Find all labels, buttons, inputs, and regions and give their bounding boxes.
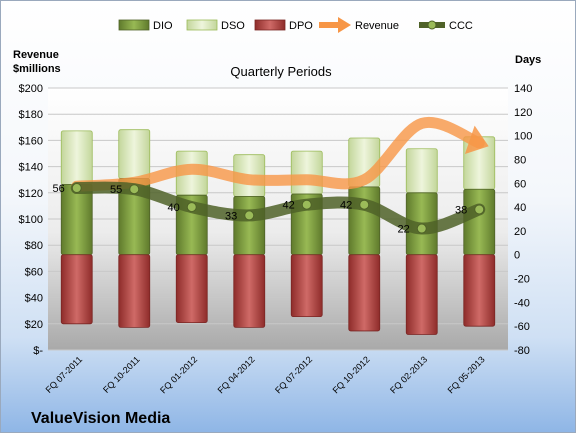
x-tick-label: FQ 04-2012 <box>216 354 257 395</box>
right-tick-label: 140 <box>514 83 532 95</box>
right-tick-label: -80 <box>514 345 530 357</box>
legend-swatch <box>254 19 286 31</box>
lines: 56 55 40 33 42 42 22 38 <box>53 116 489 236</box>
ccc-data-label: 33 <box>225 210 237 222</box>
left-axis-ticks: $- $20 $40 $60 $80 $100 $120 $140 $160 $180 $200 <box>19 83 44 357</box>
ccc-data-label: 42 <box>283 200 295 212</box>
bar-dpo <box>290 254 323 318</box>
bar-dpo <box>405 254 438 335</box>
bar-dso <box>118 129 151 179</box>
left-tick-label: $20 <box>25 319 43 331</box>
legend-swatch <box>186 19 218 31</box>
left-tick-label: $60 <box>25 266 43 278</box>
left-tick-label: $140 <box>19 162 43 174</box>
ccc-data-label: 42 <box>340 200 352 212</box>
ccc-point <box>244 210 255 221</box>
left-tick-label: $180 <box>19 109 43 121</box>
right-tick-label: 20 <box>514 226 526 238</box>
bar-dpo <box>233 254 266 328</box>
legend-label: CCC <box>449 20 473 32</box>
x-tick-label: FQ 10-2012 <box>331 354 372 395</box>
left-tick-label: $80 <box>25 240 43 252</box>
right-axis-ticks: -80 -60 -40 -20 0 20 40 60 80 100 120 140 <box>514 83 532 357</box>
x-tick-label: FQ 07-2012 <box>273 354 314 395</box>
ccc-point <box>186 202 197 213</box>
bar-dio <box>348 186 381 256</box>
bar-dpo <box>463 254 496 327</box>
legend-item-ccc: CCC <box>419 20 473 32</box>
right-tick-label: 120 <box>514 107 532 119</box>
legend-item-revenue: Revenue <box>319 17 399 33</box>
legend-item-dpo: DPO <box>254 19 313 32</box>
company-name: ValueVision Media <box>31 410 170 427</box>
legend-item-dio: DIO <box>118 19 173 32</box>
ccc-data-label: 38 <box>455 204 467 216</box>
ccc-data-label: 56 <box>53 183 65 195</box>
legend: DIO DSO DPO Revenue CCC <box>118 17 473 33</box>
right-tick-label: 0 <box>514 250 520 262</box>
revenue-line <box>71 116 485 192</box>
legend-label: DIO <box>153 20 173 32</box>
left-tick-label: $40 <box>25 293 43 305</box>
x-tick-label: FQ 02-2013 <box>388 354 429 395</box>
ccc-line <box>70 181 486 235</box>
legend-swatch-marker <box>427 20 437 30</box>
ccc-point <box>301 199 312 210</box>
chart-title: Quarterly Periods <box>230 64 332 79</box>
left-tick-label: $200 <box>19 83 43 95</box>
right-tick-label: -20 <box>514 274 530 286</box>
bar-dio <box>463 188 496 256</box>
left-tick-label: $160 <box>19 135 43 147</box>
left-axis-title-line2: $millions <box>13 63 61 75</box>
bar-dpo <box>60 254 93 325</box>
left-tick-label: $120 <box>19 188 43 200</box>
left-axis-title-line1: Revenue <box>13 49 59 61</box>
left-axis-title: Revenue $millions <box>13 49 61 75</box>
bar-dpo <box>175 254 208 324</box>
legend-label: DPO <box>289 20 313 32</box>
bar-dso <box>405 148 438 194</box>
legend-label: DSO <box>221 20 245 32</box>
x-axis-ticks: FQ 07-2011 FQ 10-2011 FQ 01-2012 FQ 04-2012… <box>44 354 487 395</box>
right-tick-label: -60 <box>514 321 530 333</box>
x-tick-label: FQ 07-2011 <box>44 354 85 395</box>
bar-dpo <box>348 254 381 332</box>
revenue-arrowhead <box>464 125 489 154</box>
right-tick-label: 40 <box>514 202 526 214</box>
bar-dio <box>60 184 93 256</box>
bar-dso <box>60 130 93 185</box>
ccc-data-label: 55 <box>110 184 122 196</box>
legend-label: Revenue <box>355 20 399 32</box>
legend-item-dso: DSO <box>186 19 245 32</box>
legend-swatch-arrowhead <box>338 17 351 33</box>
ccc-point <box>474 204 485 215</box>
bar-dpo <box>118 254 151 328</box>
ccc-point <box>416 223 427 234</box>
right-tick-label: 60 <box>514 178 526 190</box>
ccc-point <box>359 199 370 210</box>
bar-dio <box>233 195 266 256</box>
ccc-data-label: 22 <box>398 224 410 236</box>
x-tick-label: FQ 05-2013 <box>446 354 487 395</box>
ccc-point <box>129 184 140 195</box>
right-tick-label: -40 <box>514 297 530 309</box>
bar-dso <box>290 150 323 195</box>
x-tick-label: FQ 10-2011 <box>101 354 142 395</box>
left-tick-label: $100 <box>19 214 43 226</box>
x-tick-label: FQ 01-2012 <box>158 354 199 395</box>
ccc-point <box>71 183 82 194</box>
legend-swatch <box>118 19 150 31</box>
left-tick-label: $- <box>33 345 43 357</box>
ccc-data-label: 40 <box>168 202 180 214</box>
right-tick-label: 80 <box>514 154 526 166</box>
right-tick-label: 100 <box>514 131 532 143</box>
right-axis-title: Days <box>515 54 541 66</box>
